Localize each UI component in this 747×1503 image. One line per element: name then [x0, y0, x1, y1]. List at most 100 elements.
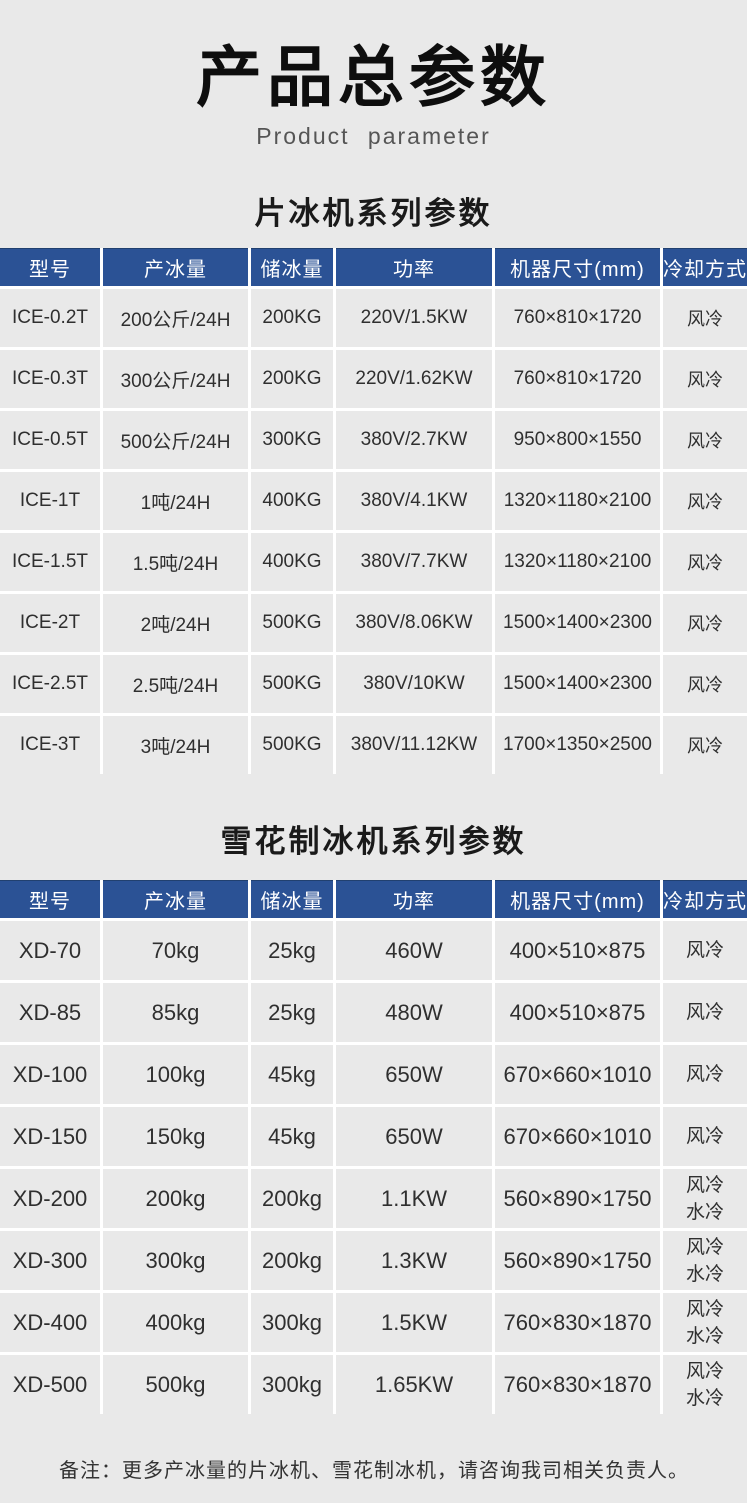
cell-ice-production: 300公斤/24H: [103, 350, 248, 408]
cell-model: ICE-0.2T: [0, 289, 100, 347]
snowflake-ice-params-table: 型号 产冰量 储冰量 功率 机器尺寸(mm) 冷却方式 XD-70 70kg 25kg 460W 4…: [0, 880, 747, 1414]
cell-model: ICE-3T: [0, 716, 100, 774]
cell-ice-production: 500kg: [103, 1355, 248, 1414]
page-title: 产品总参数: [196, 40, 551, 114]
cell-ice-storage: 200KG: [251, 289, 333, 347]
cell-ice-production: 200公斤/24H: [103, 289, 248, 347]
cell-dimensions: 1700×1350×2500: [495, 716, 660, 774]
cell-cooling: 风冷: [663, 350, 747, 408]
cell-dimensions: 1500×1400×2300: [495, 594, 660, 652]
cell-power: 380V/7.7KW: [336, 533, 492, 591]
cell-model: XD-70: [0, 921, 100, 980]
header-model: 型号: [0, 880, 100, 918]
cell-dimensions: 760×810×1720: [495, 350, 660, 408]
cell-power: 380V/4.1KW: [336, 472, 492, 530]
cell-model: XD-100: [0, 1045, 100, 1104]
cell-model: ICE-0.5T: [0, 411, 100, 469]
cell-dimensions: 560×890×1750: [495, 1169, 660, 1228]
cell-ice-storage: 500KG: [251, 655, 333, 713]
cell-power: 480W: [336, 983, 492, 1042]
cell-ice-storage: 500KG: [251, 594, 333, 652]
cell-model: ICE-0.3T: [0, 350, 100, 408]
header-cooling: 冷却方式: [663, 248, 747, 286]
cell-power: 650W: [336, 1045, 492, 1104]
cell-dimensions: 670×660×1010: [495, 1107, 660, 1166]
header-power: 功率: [336, 248, 492, 286]
header-ice-storage: 储冰量: [251, 248, 333, 286]
cell-model: ICE-2.5T: [0, 655, 100, 713]
cell-model: ICE-1T: [0, 472, 100, 530]
cell-dimensions: 670×660×1010: [495, 1045, 660, 1104]
cell-model: ICE-2T: [0, 594, 100, 652]
cell-cooling: 风冷: [663, 411, 747, 469]
cell-power: 1.5KW: [336, 1293, 492, 1352]
cell-dimensions: 760×810×1720: [495, 289, 660, 347]
cell-ice-production: 500公斤/24H: [103, 411, 248, 469]
cell-ice-production: 85kg: [103, 983, 248, 1042]
cell-ice-storage: 25kg: [251, 983, 333, 1042]
footer-note: 备注：更多产冰量的片冰机、雪花制冰机，请咨询我司相关负责人。: [59, 1460, 689, 1482]
cell-cooling: 风冷: [663, 289, 747, 347]
cell-cooling: 风冷: [663, 716, 747, 774]
cell-cooling: 风冷: [663, 1107, 747, 1166]
cell-cooling: 风冷 水冷: [663, 1355, 747, 1414]
cell-ice-production: 200kg: [103, 1169, 248, 1228]
cell-cooling: 风冷: [663, 594, 747, 652]
cell-ice-storage: 200KG: [251, 350, 333, 408]
cell-ice-storage: 500KG: [251, 716, 333, 774]
snowflake-ice-machine-section: 雪花制冰机系列参数 型号 产冰量 储冰量 功率 机器尺寸(mm) 冷却方式 XD-70 70k…: [0, 824, 747, 1414]
cell-dimensions: 1500×1400×2300: [495, 655, 660, 713]
cell-cooling: 风冷 水冷: [663, 1293, 747, 1352]
cell-cooling: 风冷 水冷: [663, 1231, 747, 1290]
cell-power: 220V/1.62KW: [336, 350, 492, 408]
cell-ice-production: 3吨/24H: [103, 716, 248, 774]
cell-ice-storage: 200kg: [251, 1169, 333, 1228]
cell-model: XD-85: [0, 983, 100, 1042]
cell-ice-production: 100kg: [103, 1045, 248, 1104]
flake-ice-params-table: 型号 产冰量 储冰量 功率 机器尺寸(mm) 冷却方式 ICE-0.2T 200公斤/24H 2…: [0, 248, 747, 774]
header-ice-production: 产冰量: [103, 880, 248, 918]
cell-dimensions: 1320×1180×2100: [495, 533, 660, 591]
cell-model: XD-400: [0, 1293, 100, 1352]
header-dimensions: 机器尺寸(mm): [495, 248, 660, 286]
cell-model: XD-500: [0, 1355, 100, 1414]
cell-model: XD-300: [0, 1231, 100, 1290]
section-title-snowflake-ice: 雪花制冰机系列参数: [220, 824, 527, 859]
cell-ice-production: 1.5吨/24H: [103, 533, 248, 591]
cell-dimensions: 560×890×1750: [495, 1231, 660, 1290]
cell-dimensions: 1320×1180×2100: [495, 472, 660, 530]
cell-dimensions: 760×830×1870: [495, 1355, 660, 1414]
cell-power: 1.65KW: [336, 1355, 492, 1414]
header-power: 功率: [336, 880, 492, 918]
cell-model: XD-150: [0, 1107, 100, 1166]
header-ice-storage: 储冰量: [251, 880, 333, 918]
cell-power: 380V/11.12KW: [336, 716, 492, 774]
cell-power: 380V/10KW: [336, 655, 492, 713]
cell-power: 220V/1.5KW: [336, 289, 492, 347]
cell-power: 460W: [336, 921, 492, 980]
section-title-flake-ice: 片冰机系列参数: [254, 196, 493, 231]
header-dimensions: 机器尺寸(mm): [495, 880, 660, 918]
cell-ice-storage: 45kg: [251, 1107, 333, 1166]
cell-power: 380V/8.06KW: [336, 594, 492, 652]
cell-ice-storage: 200kg: [251, 1231, 333, 1290]
cell-cooling: 风冷 水冷: [663, 1169, 747, 1228]
cell-ice-storage: 300kg: [251, 1293, 333, 1352]
header-ice-production: 产冰量: [103, 248, 248, 286]
cell-power: 1.1KW: [336, 1169, 492, 1228]
cell-model: XD-200: [0, 1169, 100, 1228]
cell-cooling: 风冷: [663, 533, 747, 591]
cell-model: ICE-1.5T: [0, 533, 100, 591]
cell-ice-storage: 400KG: [251, 472, 333, 530]
cell-dimensions: 760×830×1870: [495, 1293, 660, 1352]
cell-power: 1.3KW: [336, 1231, 492, 1290]
cell-power: 380V/2.7KW: [336, 411, 492, 469]
cell-ice-storage: 25kg: [251, 921, 333, 980]
page-subtitle: Product parameter: [256, 123, 491, 149]
cell-ice-production: 70kg: [103, 921, 248, 980]
cell-power: 650W: [336, 1107, 492, 1166]
cell-dimensions: 400×510×875: [495, 921, 660, 980]
cell-cooling: 风冷: [663, 983, 747, 1042]
cell-ice-production: 300kg: [103, 1231, 248, 1290]
